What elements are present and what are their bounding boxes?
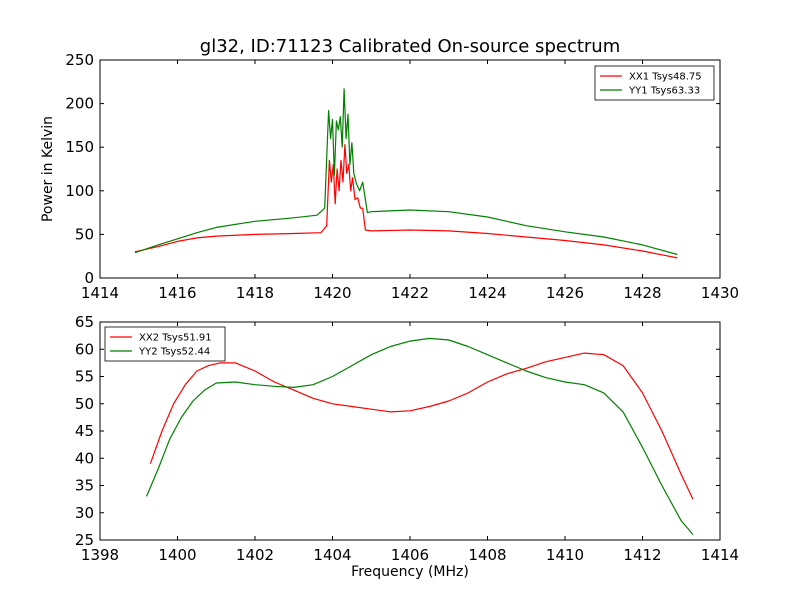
y-tick-label: 150	[65, 138, 94, 156]
y-tick-label: 50	[75, 225, 94, 243]
y-tick-label: 40	[75, 449, 94, 467]
legend-box	[594, 65, 715, 101]
x-tick-label: 1418	[236, 284, 274, 302]
legend: XX2 Tsys51.91 YY2 Tsys52.44	[104, 326, 226, 362]
y-axis-title: Power in Kelvin	[40, 116, 56, 222]
series-line-1	[134, 144, 678, 259]
x-tick-label: 1420	[313, 284, 351, 302]
top-panel: 1414 1416 1418 1420 1422 1424 1426 1428 1430 0 50 1…	[40, 51, 739, 302]
series-line-1	[149, 352, 694, 500]
x-tick-label: 1404	[313, 546, 351, 564]
x-tick-label: 1430	[701, 284, 739, 302]
series-line-2	[134, 88, 678, 256]
y-tick-label: 55	[75, 368, 94, 386]
y-tick-label: 60	[75, 340, 94, 358]
x-tick-label: 1408	[468, 546, 506, 564]
y-tick-label: 0	[84, 269, 94, 287]
legend-label: XX1 Tsys48.75	[629, 72, 702, 83]
y-tick-label: 250	[65, 51, 94, 69]
legend-label: YY1 Tsys63.33	[628, 86, 700, 97]
y-tick-label: 200	[65, 95, 94, 113]
legend-label: YY2 Tsys52.44	[138, 347, 210, 358]
legend: XX1 Tsys48.75 YY1 Tsys63.33	[594, 65, 715, 101]
legend-label: XX2 Tsys51.91	[139, 333, 212, 344]
y-tick-label: 50	[75, 395, 94, 413]
y-tick-label: 35	[75, 477, 94, 495]
x-tick-label: 1426	[546, 284, 584, 302]
y-tick-label: 25	[75, 531, 94, 549]
x-tick-label: 1406	[391, 546, 429, 564]
x-tick-label: 1422	[391, 284, 429, 302]
y-tick-label: 100	[65, 182, 94, 200]
x-tick-label: 1400	[158, 546, 196, 564]
x-tick-label: 1410	[546, 546, 584, 564]
x-tick-label: 1414	[701, 546, 739, 564]
x-axis-title: Frequency (MHz)	[351, 564, 469, 580]
x-tick-label: 1416	[158, 284, 196, 302]
series-line-2	[145, 337, 694, 535]
x-tick-label: 1398	[81, 546, 119, 564]
legend-box	[104, 326, 226, 362]
x-tick-label: 1414	[81, 284, 119, 302]
x-tick-label: 1412	[623, 546, 661, 564]
bottom-panel: 1398 1400 1402 1404 1406 1408 1410 1412 1414 25 30…	[75, 313, 739, 580]
chart-title: gl32, ID:71123 Calibrated On-source spec…	[200, 36, 620, 57]
y-tick-label: 65	[75, 313, 94, 331]
x-tick-label: 1402	[236, 546, 274, 564]
y-tick-label: 30	[75, 504, 94, 522]
y-tick-label: 45	[75, 422, 94, 440]
x-tick-label: 1428	[623, 284, 661, 302]
x-tick-label: 1424	[468, 284, 506, 302]
